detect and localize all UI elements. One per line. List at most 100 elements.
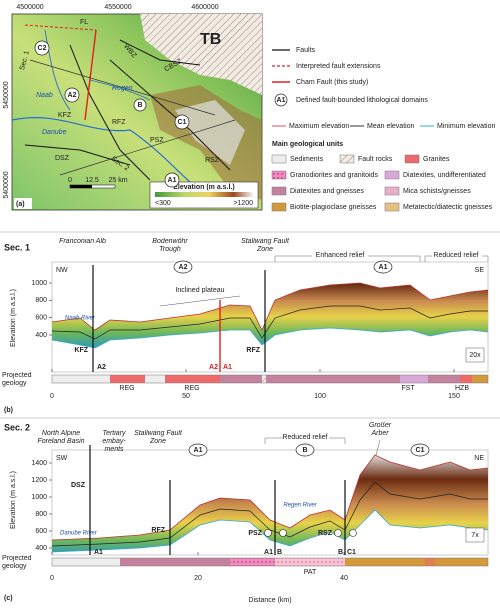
label-bg — [312, 250, 368, 259]
x-tick-label: 0 — [50, 393, 54, 400]
exaggeration: 20x — [469, 352, 481, 359]
annotation: Inclined plateau — [175, 287, 224, 294]
river — [44, 29, 71, 111]
x-tick-label: 150 — [448, 393, 460, 400]
domain-label: A1 — [379, 264, 388, 271]
map-label: Regen — [112, 85, 133, 92]
unit-label: Metatectic/diatectic gneisses — [403, 204, 493, 211]
geology-label: REG — [184, 385, 199, 392]
legend-label: Minimum elevation — [437, 123, 495, 130]
domain-circles — [34, 40, 190, 188]
fault-label: RSZ — [318, 530, 333, 537]
region-text: Tertiary embay-ments — [102, 430, 126, 453]
domain-circle — [133, 98, 147, 112]
fault-label: RFZ — [246, 347, 260, 354]
unit-swatch — [271, 202, 287, 212]
y-tick-label: 600 — [35, 315, 47, 322]
legend-label: Interpreted fault extensions — [296, 63, 381, 70]
region-label: Reduced relief — [282, 434, 327, 441]
x-axis-label: Distance (km) — [248, 597, 291, 604]
map: Elevation (m a.s.l.) <300 >1200 0 12.5 2… — [3, 4, 263, 211]
unit-label: Granites — [423, 156, 450, 163]
direction-label: SW — [56, 455, 68, 462]
geology-label: FST — [401, 385, 415, 392]
coord-label: 4500000 — [16, 4, 43, 11]
min-elevation — [51, 327, 489, 349]
map-label: RFZ — [112, 119, 126, 126]
domain-circle — [164, 172, 180, 188]
label-bg — [283, 433, 329, 442]
section-title: Sec. 2 — [4, 422, 30, 432]
geology-unit — [428, 375, 460, 383]
exaggeration-box — [465, 347, 485, 363]
geology-title: Projected geology — [2, 555, 32, 570]
geology-label: HZB — [455, 385, 469, 392]
scale-label: 0 — [68, 177, 72, 184]
x-tick-label: 100 — [314, 393, 326, 400]
panel-label: (a) — [16, 201, 25, 208]
coord-label: 4550000 — [104, 4, 131, 11]
direction-label: NE — [474, 455, 484, 462]
geology-unit — [120, 558, 230, 566]
elevation-scale — [155, 192, 253, 197]
y-tick-label: 800 — [35, 297, 47, 304]
river-label: Naab River — [65, 316, 96, 322]
y-axis-label: Elevation (m a.s.l.) — [10, 289, 17, 347]
boundary-label: A1 — [223, 364, 232, 371]
plateau-line — [159, 295, 241, 307]
region-label: Enhanced relief — [316, 252, 365, 259]
geology-unit — [262, 375, 266, 383]
geology-label: PAT — [304, 569, 317, 576]
boundary-label: B — [277, 549, 282, 556]
unit-label: Granodiorites and granitoids — [290, 172, 378, 179]
y-tick-label: 1200 — [31, 477, 47, 484]
geology-unit — [145, 375, 165, 383]
y-tick-label: 800 — [35, 511, 47, 518]
map-label: C1 — [178, 119, 187, 126]
motion-symbol — [349, 529, 357, 537]
elevation-band — [52, 283, 488, 348]
motion-symbol — [264, 529, 272, 537]
boundary-label: A1 — [94, 549, 103, 556]
boundary-label: A2 — [97, 364, 106, 371]
geology-bar — [51, 374, 489, 384]
map-label: DSZ — [55, 155, 70, 162]
unit-label: Biotite-plagioclase gneisses — [290, 204, 377, 211]
x-tick-label: 0 — [50, 575, 54, 582]
domain-circle — [173, 260, 193, 274]
pointer — [375, 439, 381, 456]
motion-symbol — [334, 529, 342, 537]
domain-circle — [410, 443, 430, 457]
unit-swatch — [339, 154, 355, 164]
region-label: Großer Arber — [368, 422, 392, 437]
fault — [109, 59, 231, 171]
unit-swatch — [271, 154, 287, 164]
unit-swatch — [384, 202, 400, 212]
y-tick-label: 1000 — [31, 494, 47, 501]
region-text: Großer Arber — [368, 422, 392, 437]
elevation-min: <300 — [155, 200, 171, 207]
region-label: Tertiary embay-ments — [102, 430, 126, 453]
elevation-band — [52, 455, 488, 552]
geology-frame — [51, 557, 489, 567]
geology-unit — [230, 558, 275, 566]
domain-circle — [64, 87, 80, 103]
legend-circle — [274, 93, 288, 107]
boundary-label: C1 — [347, 549, 356, 556]
map-label: Naab — [36, 92, 53, 99]
boundary-label: B — [338, 549, 343, 556]
map-label: PSZ — [150, 137, 164, 144]
region-text: Stallwang Fault Zone — [134, 430, 182, 445]
geology-unit — [275, 558, 345, 566]
domain-circle — [188, 443, 208, 457]
cham-fault — [84, 29, 97, 121]
x-tick-label: 40 — [340, 575, 348, 582]
domain-circle — [34, 40, 50, 56]
motion-symbol — [279, 529, 287, 537]
geology-unit — [52, 375, 110, 383]
map-label: FL — [80, 19, 88, 26]
region-label: Reduced relief — [433, 252, 478, 259]
map-label: Sec. 1 — [19, 50, 31, 71]
domain-circle — [373, 260, 393, 274]
y-tick-label: 400 — [35, 332, 47, 339]
